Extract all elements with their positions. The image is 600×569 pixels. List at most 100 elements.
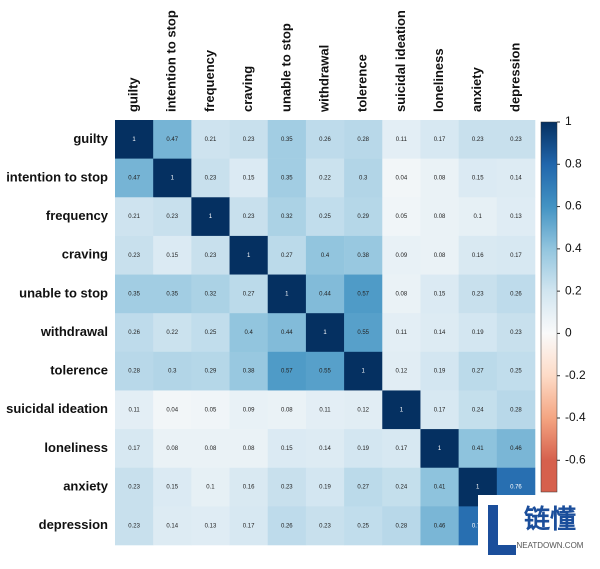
cell [229,120,269,159]
cell-label: 0.05 [396,214,408,220]
cell-label: 0.11 [319,407,331,413]
cell [153,274,192,314]
cell-label: 0.76 [510,485,522,491]
cell-label: 1 [209,214,213,220]
cell [305,390,345,430]
cell-label: 0.08 [166,446,178,452]
watermark-logo [488,505,516,555]
row-label: guilty [73,131,108,146]
cell [344,390,383,430]
cell [191,390,230,430]
colorbar-tick-label: 0.2 [565,283,582,297]
cell-label: 0.08 [205,446,217,452]
cell [191,158,230,198]
cell [382,390,421,430]
cell [153,235,192,275]
cell [267,390,307,430]
cell-label: 0.23 [128,253,140,259]
cell [229,351,269,391]
cell-label: 0.3 [359,176,368,182]
cell [191,429,230,469]
cell-label: 0.26 [128,330,140,336]
cell [420,351,459,391]
column-label: suicidal ideation [393,10,408,112]
cell-label: 0.15 [281,446,293,452]
cell-label: 1 [323,330,327,336]
cell-label: 0.11 [396,330,408,336]
cell [344,197,383,237]
cell-label: 0.26 [510,291,522,297]
column-label: unable to stop [278,23,293,112]
cell-label: 0.19 [472,330,484,336]
cell-label: 1 [476,485,480,491]
cell-label: 0.4 [321,253,330,259]
cell [458,351,498,391]
cell [305,467,345,507]
cell-label: 0.04 [396,176,408,182]
cell-label: 0.14 [510,176,522,182]
cell [458,274,498,314]
cell-label: 0.16 [243,485,255,491]
cell [191,506,230,546]
cell [115,158,154,198]
cell [267,467,307,507]
cell [458,313,498,353]
cell-label: 0.24 [396,485,408,491]
cell-label: 0.27 [243,291,255,297]
cell [229,390,269,430]
cell-label: 0.25 [510,369,522,375]
cell [344,351,383,391]
cell [115,235,154,275]
cell [344,274,383,314]
cell-label: 0.25 [319,214,331,220]
cell-label: 0.13 [205,523,217,529]
cell-label: 0.23 [472,137,484,143]
cell-label: 0.15 [243,176,255,182]
cell-label: 1 [400,407,404,413]
cell [267,158,307,198]
cell-label: 0.17 [396,446,408,452]
cell [115,274,154,314]
cell [382,120,421,159]
cell-label: 0.19 [357,446,369,452]
cell-label: 0.35 [166,291,178,297]
cell [229,506,269,546]
cell [229,274,269,314]
cell [344,158,383,198]
cell [420,120,459,159]
cell-label: 0.17 [434,137,446,143]
row-label: frequency [46,208,109,223]
cell [305,235,345,275]
column-label: tolerence [355,54,370,112]
cell-label: 0.04 [166,407,178,413]
cell-label: 0.35 [281,176,293,182]
row-label: intention to stop [6,169,108,184]
cell [305,351,345,391]
cell [115,351,154,391]
cell-label: 0.38 [357,253,369,259]
cell [267,197,307,237]
watermark: 链懂 NEATDOWN.COM [478,495,600,564]
cell-label: 0.23 [128,485,140,491]
colorbar-tick-label: -0.6 [565,452,586,466]
cell [153,429,192,469]
cell [458,197,498,237]
cell-label: 1 [285,291,289,297]
column-label: anxiety [469,66,484,112]
cell-label: 1 [247,253,251,259]
cell-label: 0.28 [396,523,408,529]
row-label: unable to stop [19,285,108,300]
watermark-site: NEATDOWN.COM [517,541,584,550]
colorbar-tick-label: 0 [565,326,572,340]
cell-label: 0.32 [205,291,217,297]
cell [229,235,269,275]
cell-label: 0.17 [128,446,140,452]
cell-label: 0.35 [128,291,140,297]
cell [344,120,383,159]
cell-label: 0.44 [281,330,293,336]
column-label: craving [240,66,255,112]
cell-label: 0.21 [205,137,217,143]
cell-label: 0.23 [128,523,140,529]
cell-label: 0.46 [434,523,446,529]
cell [267,313,307,353]
